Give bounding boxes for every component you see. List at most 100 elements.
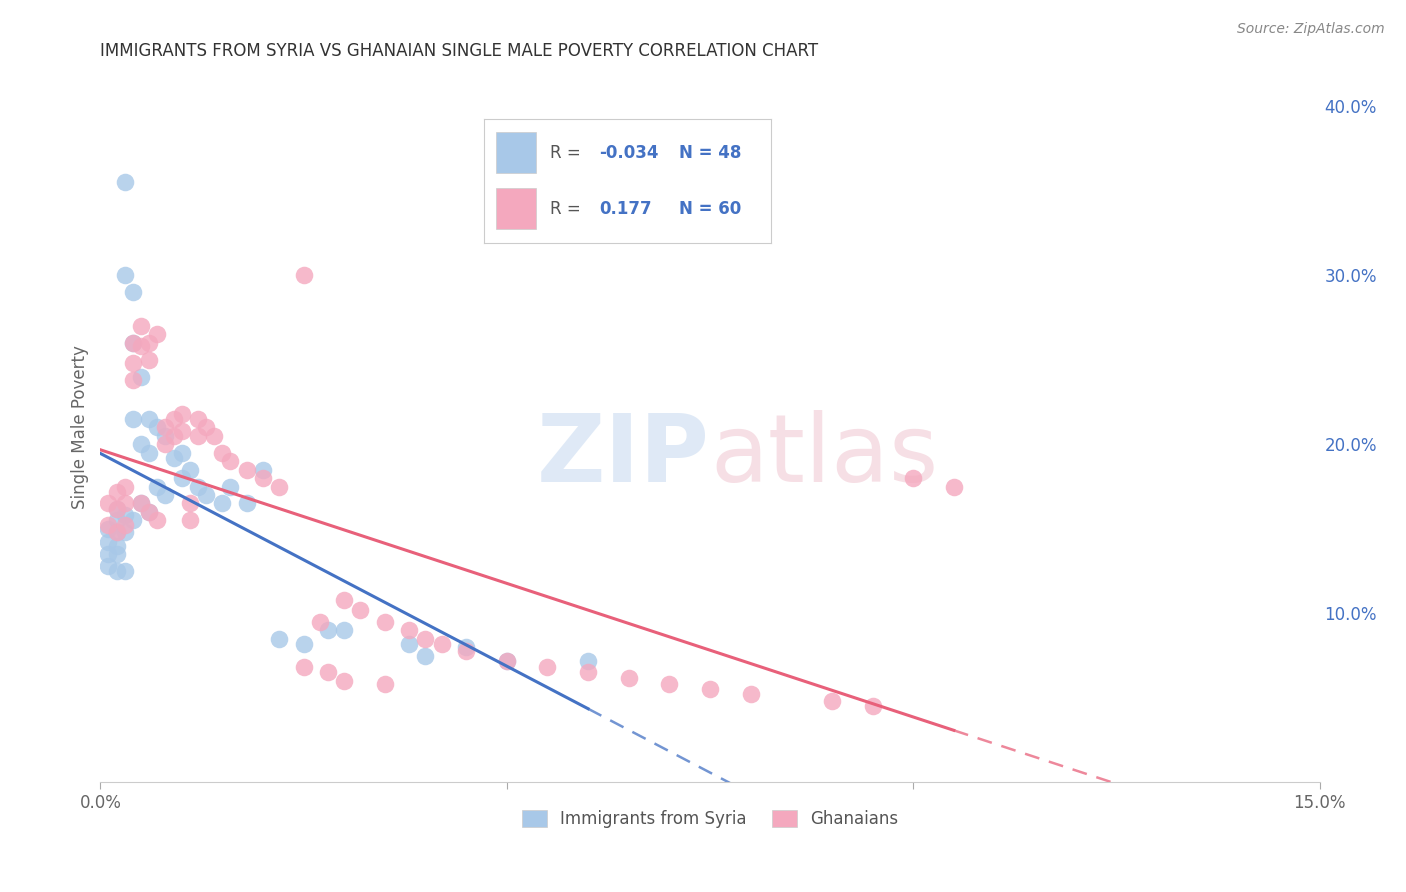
Text: ZIP: ZIP [537,409,710,502]
Point [187,479,209,493]
Point [170,446,193,460]
Point [398,637,420,651]
Point [105,513,128,527]
Point [162,412,184,426]
Point [162,450,184,465]
Point [121,412,143,426]
Point [292,268,315,283]
Point [211,496,233,510]
Point [187,412,209,426]
Point [138,335,160,350]
Point [195,488,218,502]
Point [252,463,274,477]
Point [576,654,599,668]
Point [308,615,330,629]
Point [146,327,169,342]
Point [129,437,152,451]
Point [114,518,136,533]
Text: Source: ZipAtlas.com: Source: ZipAtlas.com [1237,22,1385,37]
Point [138,412,160,426]
Point [121,335,143,350]
Point [235,463,257,477]
Point [114,525,136,540]
Point [121,335,143,350]
Point [138,352,160,367]
Point [179,513,201,527]
Point [576,665,599,680]
Point [415,632,437,646]
Point [333,592,356,607]
Point [495,654,517,668]
Point [121,513,143,527]
Text: IMMIGRANTS FROM SYRIA VS GHANAIAN SINGLE MALE POVERTY CORRELATION CHART: IMMIGRANTS FROM SYRIA VS GHANAIAN SINGLE… [100,42,818,60]
Text: atlas: atlas [710,409,938,502]
Point [97,522,120,536]
Point [105,564,128,578]
Point [658,677,681,691]
Point [155,488,177,502]
Legend: Immigrants from Syria, Ghanaians: Immigrants from Syria, Ghanaians [515,803,905,834]
Point [97,496,120,510]
Point [97,559,120,574]
Point [269,632,291,646]
Point [333,624,356,638]
Point [862,699,884,714]
Point [901,471,924,485]
Point [252,471,274,485]
Point [129,496,152,510]
Point [211,446,233,460]
Point [536,660,558,674]
Point [219,454,242,468]
Point [179,463,201,477]
Point [97,535,120,549]
Point [114,479,136,493]
Point [105,547,128,561]
Point [292,637,315,651]
Point [349,603,371,617]
Point [129,496,152,510]
Point [105,525,128,540]
Point [170,407,193,421]
Point [114,508,136,523]
Point [138,446,160,460]
Point [162,429,184,443]
Point [821,694,844,708]
Point [114,268,136,283]
Point [146,479,169,493]
Point [374,615,396,629]
Point [456,643,478,657]
Point [97,518,120,533]
Point [146,513,169,527]
Point [269,479,291,493]
Point [456,640,478,654]
Point [155,420,177,434]
Point [155,437,177,451]
Point [316,665,339,680]
Point [187,429,209,443]
Point [97,547,120,561]
Point [430,637,453,651]
Point [170,471,193,485]
Point [699,682,721,697]
Point [415,648,437,663]
Point [105,501,128,516]
Point [316,624,339,638]
Point [129,318,152,333]
Point [292,660,315,674]
Point [121,285,143,300]
Point [617,671,640,685]
Y-axis label: Single Male Poverty: Single Male Poverty [72,345,89,509]
Point [105,484,128,499]
Point [105,539,128,553]
Point [129,339,152,353]
Point [155,429,177,443]
Point [235,496,257,510]
Point [740,688,762,702]
Point [195,420,218,434]
Point [129,369,152,384]
Point [219,479,242,493]
Point [374,677,396,691]
Point [105,525,128,540]
Point [105,501,128,516]
Point [179,496,201,510]
